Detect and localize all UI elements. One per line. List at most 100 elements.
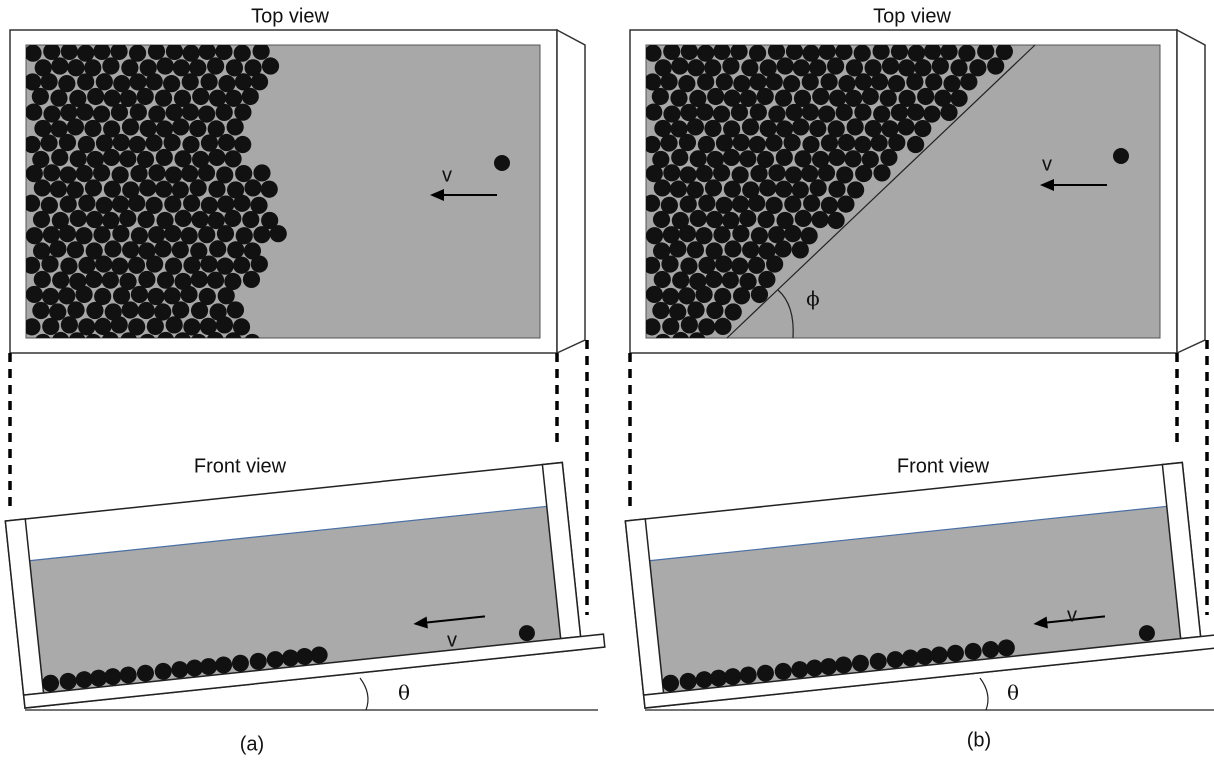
particle [102,57,119,74]
particle [191,211,208,228]
velocity-label: v [442,164,452,186]
particle [697,73,714,90]
particle [104,181,121,198]
particle [768,105,785,122]
particle [716,73,733,90]
particle [34,179,51,196]
particle [707,88,724,105]
particle [794,150,811,167]
figure: Top view Front view v v θ (a) Top view F… [0,0,1214,760]
particle [731,104,748,121]
particle [882,57,899,74]
particle [871,73,888,90]
particle [722,272,739,289]
particle [253,43,270,60]
particle [129,73,146,90]
particle [163,134,180,151]
particle [679,134,696,151]
particle [880,90,897,107]
particle [251,73,268,90]
particle [86,302,103,319]
particle [61,43,78,60]
particle [261,181,278,198]
particle [969,59,986,76]
particle [218,75,235,92]
particle [818,105,835,122]
particle [662,288,679,305]
particle [43,105,60,122]
particle [854,104,871,121]
particle [784,225,801,242]
particle [119,150,136,167]
particle [111,316,128,333]
particle [253,164,270,181]
particle [751,286,768,303]
particle [235,73,252,90]
particle [987,57,1004,74]
particle [828,181,845,198]
particle [32,302,49,319]
particle [713,164,730,181]
particle [67,118,84,135]
particle [748,195,765,212]
particle [85,179,102,196]
particle [783,134,800,151]
particle [50,90,67,107]
particle [725,303,742,320]
particle [870,134,887,151]
particle [940,43,957,60]
particle [87,88,104,105]
particle [49,240,66,257]
particle [801,165,818,182]
particle [198,226,215,243]
particle [24,73,41,90]
particle [819,43,836,60]
particle [40,134,57,151]
particle [166,43,183,60]
particle [786,43,803,60]
particle [696,104,713,121]
particle [93,105,110,122]
particle [854,136,871,153]
particle [713,226,730,243]
particle [706,302,723,319]
particle [147,288,164,305]
particle [251,255,268,272]
particle [58,287,75,304]
particle [209,240,226,257]
particle [26,286,43,303]
particle [802,104,819,121]
particle [131,286,148,303]
particle [224,150,241,167]
particle [775,181,792,198]
particle [705,179,722,196]
particle [792,118,809,135]
particle [76,165,93,182]
particle [172,241,189,258]
particle [750,104,767,121]
particle [199,43,216,60]
particle [671,57,688,74]
theta-arc [980,678,988,710]
particle [43,164,60,181]
particle [783,75,800,92]
particle [897,118,914,135]
particle [148,164,165,181]
particle [60,166,77,183]
particle [660,73,677,90]
particle [713,43,730,60]
particle [888,75,905,92]
particle [137,88,154,105]
particle [749,45,766,62]
particle [157,272,174,289]
particle [102,272,119,289]
particle [695,286,712,303]
front-tank [625,460,1214,708]
particle [207,272,224,289]
particle [34,271,51,288]
particle [244,179,261,196]
particle [670,90,687,107]
particle [111,104,128,121]
particle [164,196,181,213]
particle [93,43,110,60]
